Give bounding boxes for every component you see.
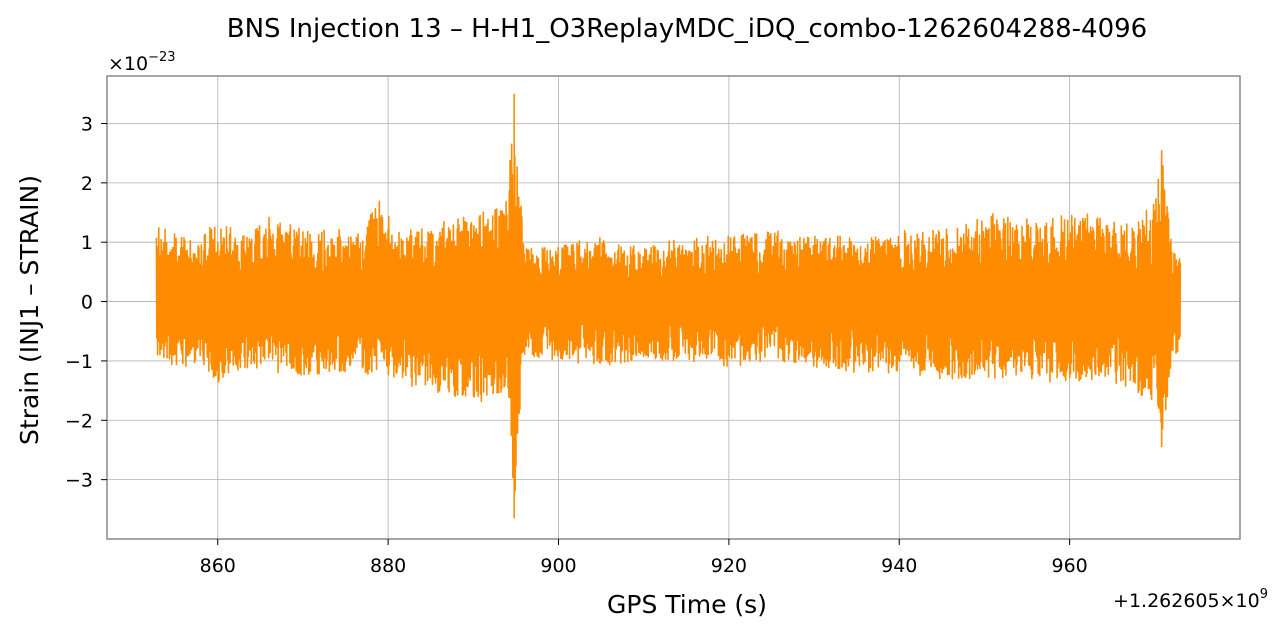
x-tick-label: 940 [881,555,917,577]
y-tick-label: 3 [81,113,93,135]
y-axis-label: Strain (INJ1 – STRAIN) [15,175,44,445]
x-axis-ticks: 860 880 900 920 940 960 [200,539,1088,577]
plot-frame [106,75,1241,540]
x-tick-label: 900 [540,555,576,577]
strain-series-line [155,93,1182,519]
x-axis-label: GPS Time (s) [607,590,767,619]
x-tick-label: 880 [370,555,406,577]
chart-title: BNS Injection 13 – H-H1_O3ReplayMDC_iDQ_… [227,14,1147,44]
y-tick-label: 0 [81,292,93,314]
strain-series [155,93,1182,519]
x-offset-text: +1.262605×109 [1113,587,1268,612]
y-axis-ticks: −3 −2 −1 0 1 2 3 [65,113,107,492]
y-tick-label: 2 [81,173,93,195]
y-tick-label: −3 [65,470,93,492]
x-tick-label: 960 [1051,555,1087,577]
y-tick-label: 1 [81,232,93,254]
y-scale-factor: ×10−23 [108,50,176,75]
y-tick-label: −2 [65,410,93,432]
y-tick-label: −1 [65,351,93,373]
x-tick-label: 860 [200,555,236,577]
x-tick-label: 920 [711,555,747,577]
